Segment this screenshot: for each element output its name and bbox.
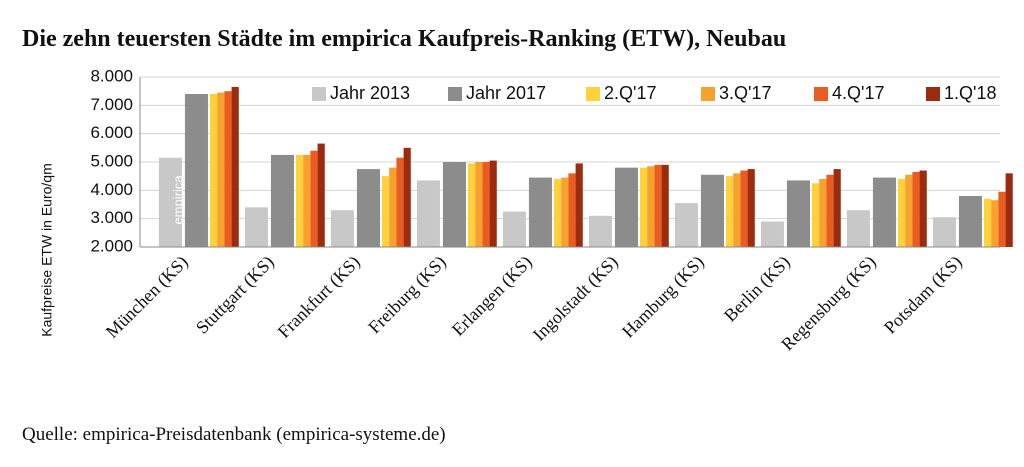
legend-label: Jahr 2017 [466,83,546,103]
bar [389,167,397,247]
bar [983,198,992,247]
bar [1005,173,1013,247]
bar [575,163,583,247]
watermark-label: empirica [170,175,185,225]
x-tick-label: Freiburg (KS) [364,252,450,338]
legend-label: Jahr 2013 [330,83,410,103]
bar [725,176,734,247]
bar [588,215,612,247]
bar [356,169,380,247]
x-tick-label: Ingolstadt (KS) [529,252,623,346]
legend-swatch [814,87,828,101]
bar [381,176,390,247]
bar [396,157,404,247]
bar [733,173,741,247]
x-tick-label: Potsdam (KS) [880,252,967,339]
x-tick-label: München (KS) [102,252,193,343]
bar [416,180,440,247]
bar [310,150,318,247]
bar [217,92,225,247]
bar [833,169,841,247]
bar [295,154,304,247]
legend-label: 4.Q'17 [832,83,884,103]
bar [958,196,982,247]
bar [209,94,218,247]
y-tick-label: 5.000 [90,151,133,170]
bar [403,147,411,247]
bar [568,173,576,247]
y-tick-label: 3.000 [90,208,133,227]
x-tick-label: Erlangen (KS) [448,252,537,341]
bar [654,164,662,247]
bar [475,162,483,247]
axes [139,77,1000,248]
bar [872,177,896,247]
bar [897,179,906,247]
bar [184,94,208,247]
bar [639,167,648,247]
y-tick-labels: 2.000 3.000 4.000 5.000 6.000 7.000 8.000 [90,66,133,255]
bar [244,207,268,247]
legend-label: 2.Q'17 [604,83,656,103]
bar [905,174,913,247]
legend-swatch [312,87,326,101]
bar [442,162,466,247]
bar [932,217,956,247]
x-tick-label: Berlin (KS) [720,252,795,327]
bar [303,154,311,247]
bar [674,203,698,247]
bar [760,221,784,247]
legend-swatch [701,87,715,101]
bar [826,174,834,247]
y-tick-label: 7.000 [90,95,133,114]
bar [330,210,354,247]
bar [912,171,920,247]
bar [489,160,497,247]
y-tick-label: 8.000 [90,66,133,85]
source-note: Quelle: empirica-Preisdatenbank (empiric… [22,424,446,445]
y-axis-label: Kaufpreise ETW in Euro/qm [39,163,55,337]
bar [553,179,562,247]
x-tick-label: Frankfurt (KS) [274,252,365,343]
bar [998,191,1006,247]
bar [740,170,748,247]
bar [614,167,638,247]
bar [811,183,820,247]
bar [786,180,810,247]
bar [919,170,927,247]
y-tick-label: 2.000 [90,236,133,255]
bar [528,177,552,247]
bar [747,169,755,247]
x-tick-label: Stuttgart (KS) [192,252,279,339]
bar [231,86,239,248]
legend-swatch [586,87,600,101]
bar [317,143,325,247]
legend-swatch [926,87,940,101]
x-tick-labels: München (KS) Stuttgart (KS)Frankfurt (KS)… [102,252,967,355]
bar [647,166,655,247]
y-tick-label: 6.000 [90,123,133,142]
bars [158,86,1013,248]
bar [482,162,490,247]
legend-swatch [448,87,462,101]
bar [700,174,724,247]
legend-label: 3.Q'17 [719,83,771,103]
bar [270,154,294,247]
bar [661,164,669,247]
bar [846,210,870,247]
bar [467,163,476,247]
bar [991,200,999,247]
bar [819,179,827,247]
chart-title: Die zehn teuersten Städte im empirica Ka… [22,26,787,52]
bar [561,177,569,247]
y-tick-label: 4.000 [90,180,133,199]
legend-label: 1.Q'18 [944,83,996,103]
bar [502,211,526,247]
bar [158,157,182,247]
bar [224,91,232,248]
x-tick-label: Regensburg (KS) [777,252,880,355]
x-tick-label: Hamburg (KS) [618,252,709,343]
legend: Jahr 2013 Jahr 2017 2.Q'17 3.Q'17 4.Q'17 1.Q'… [312,83,996,103]
